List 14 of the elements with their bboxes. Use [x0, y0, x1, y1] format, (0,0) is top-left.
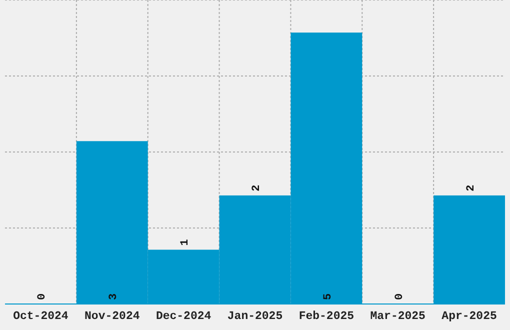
- x-tick-label: Dec-2024: [156, 310, 212, 323]
- data-label: 2: [251, 184, 263, 192]
- x-tick-label: Nov-2024: [84, 310, 140, 323]
- data-label: 2: [465, 184, 478, 192]
- x-tick-label: Apr-2025: [442, 310, 497, 323]
- data-label: 0: [394, 293, 406, 300]
- x-tick-label: Feb-2025: [298, 310, 354, 323]
- data-label: 0: [36, 293, 49, 300]
- data-label: 3: [108, 293, 120, 300]
- x-tick-label: Jan-2025: [227, 310, 283, 323]
- x-tick-label: Oct-2024: [13, 310, 68, 323]
- data-label: 5: [322, 293, 334, 300]
- data-label: 1: [180, 238, 192, 246]
- x-tick-label: Mar-2025: [370, 310, 426, 323]
